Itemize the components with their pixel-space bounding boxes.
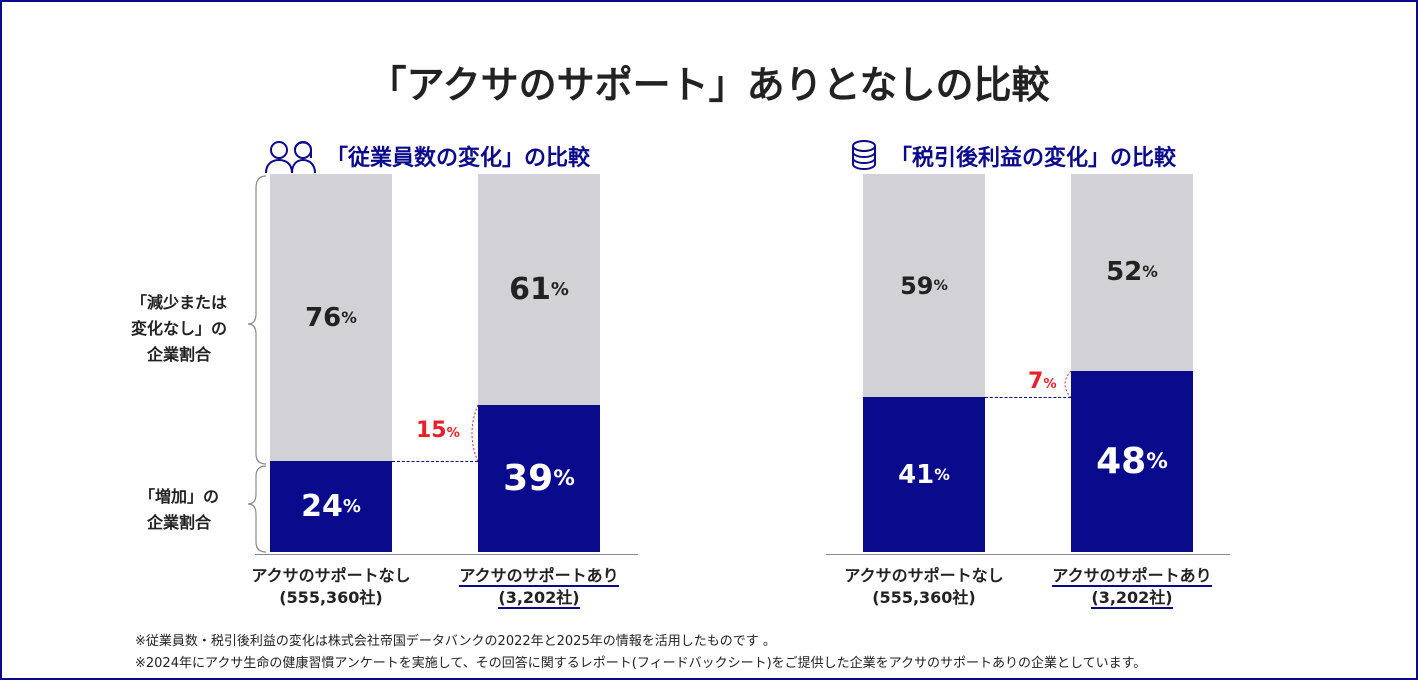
baseline bbox=[826, 554, 1230, 555]
x-tick-label: アクサのサポートあり (3,202社) bbox=[459, 566, 619, 609]
bar-segment-other: 61% bbox=[478, 174, 600, 405]
difference-label: 7% bbox=[1028, 368, 1057, 394]
footnote-2: ※2024年にアクサ生命の健康習慣アンケートを実施して、その回答に関するレポート… bbox=[135, 656, 1147, 671]
bar-segment-increase: 48% bbox=[1071, 370, 1193, 552]
bar-segment-increase: 24% bbox=[270, 461, 392, 552]
x-tick-label: アクサのサポートなし (555,360社) bbox=[251, 566, 411, 607]
bar-group: 61% 39% bbox=[478, 174, 600, 552]
chart-1-title: 「従業員数の変化」の比較 bbox=[264, 138, 590, 174]
comparison-line bbox=[392, 461, 478, 463]
people-icon bbox=[265, 141, 316, 174]
bar-segment-other: 76% bbox=[270, 174, 392, 462]
difference-bracket bbox=[1064, 370, 1072, 397]
x-tick-label: アクサのサポートあり (3,202社) bbox=[1052, 566, 1212, 609]
chart-2-title: 「税引後利益の変化」の比較 bbox=[848, 138, 1176, 174]
coins-icon bbox=[852, 140, 876, 171]
bar-segment-other: 52% bbox=[1071, 174, 1193, 371]
x-tick-label: アクサのサポートなし (555,360社) bbox=[844, 566, 1004, 607]
bar-segment-increase: 39% bbox=[478, 404, 600, 552]
legend-decrease: 「減少または 変化なし」の 企業割合 bbox=[130, 293, 227, 364]
baseline bbox=[255, 554, 638, 555]
bar-group: 59% 41% bbox=[863, 174, 985, 552]
legend-increase: 「増加」の 企業割合 bbox=[138, 487, 219, 532]
page-title: 「アクサのサポート」ありとなしの比較 bbox=[368, 63, 1050, 107]
bar-group: 52% 48% bbox=[1071, 174, 1193, 552]
comparison-line bbox=[985, 397, 1071, 399]
difference-label: 15% bbox=[416, 417, 460, 443]
footnote-1: ※従業員数・税引後利益の変化は株式会社帝国データバンクの2022年と2025年の… bbox=[135, 634, 776, 649]
difference-bracket bbox=[471, 404, 479, 462]
bar-group: 76% 24% bbox=[270, 174, 392, 552]
brace-icon bbox=[247, 175, 267, 553]
bar-segment-other: 59% bbox=[863, 174, 985, 398]
bar-segment-increase: 41% bbox=[863, 397, 985, 552]
